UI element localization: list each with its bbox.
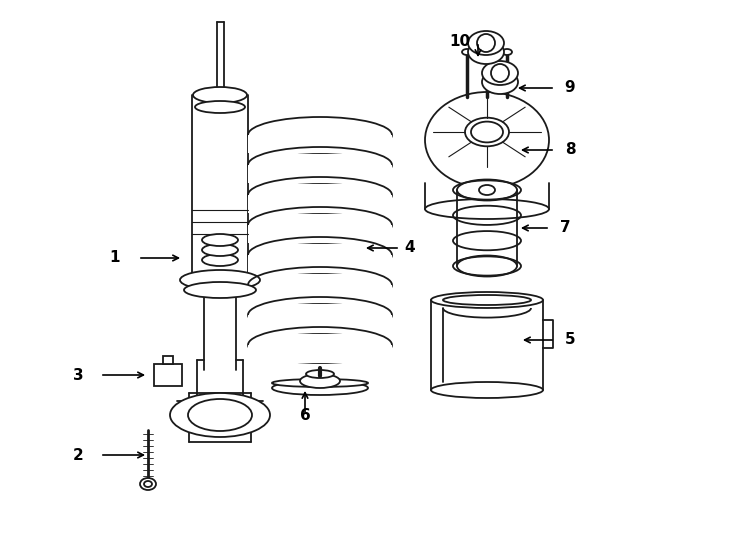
Ellipse shape	[443, 295, 531, 305]
Ellipse shape	[202, 234, 238, 246]
Ellipse shape	[482, 70, 518, 94]
Text: 1: 1	[110, 251, 120, 266]
Ellipse shape	[479, 185, 495, 195]
Ellipse shape	[140, 478, 156, 490]
Bar	[163, 356, 173, 364]
Ellipse shape	[431, 292, 543, 308]
Bar	[248, 195, 392, 213]
Text: 10: 10	[449, 35, 470, 50]
Ellipse shape	[180, 270, 260, 290]
Ellipse shape	[144, 481, 152, 487]
Bar	[248, 315, 392, 333]
Ellipse shape	[477, 34, 495, 52]
Ellipse shape	[457, 179, 517, 200]
Ellipse shape	[195, 101, 245, 113]
Ellipse shape	[431, 382, 543, 398]
Ellipse shape	[193, 87, 247, 103]
Ellipse shape	[300, 374, 340, 388]
Ellipse shape	[462, 49, 472, 55]
Ellipse shape	[425, 92, 549, 188]
Ellipse shape	[184, 282, 256, 298]
Ellipse shape	[170, 393, 270, 437]
Ellipse shape	[306, 370, 334, 378]
Ellipse shape	[491, 64, 509, 82]
Ellipse shape	[468, 40, 504, 64]
Text: 8: 8	[564, 143, 575, 158]
Ellipse shape	[502, 49, 512, 55]
Ellipse shape	[482, 49, 492, 55]
Bar	[248, 285, 392, 303]
Text: 7: 7	[560, 220, 570, 235]
Bar	[248, 255, 392, 273]
Text: 5: 5	[564, 333, 575, 348]
Bar	[248, 165, 392, 183]
Bar	[248, 345, 392, 363]
Text: 9: 9	[564, 80, 575, 96]
Ellipse shape	[202, 254, 238, 266]
Ellipse shape	[465, 118, 509, 146]
Ellipse shape	[425, 199, 549, 219]
Bar	[154, 364, 182, 386]
Text: 2: 2	[73, 448, 84, 462]
Ellipse shape	[482, 61, 518, 85]
Text: 4: 4	[404, 240, 415, 255]
Ellipse shape	[457, 255, 517, 276]
Ellipse shape	[471, 122, 503, 143]
Ellipse shape	[202, 244, 238, 256]
Ellipse shape	[272, 381, 368, 395]
Ellipse shape	[272, 379, 368, 387]
Bar	[248, 135, 392, 153]
Text: 3: 3	[73, 368, 84, 382]
Bar	[248, 225, 392, 243]
Ellipse shape	[188, 399, 252, 431]
Ellipse shape	[468, 31, 504, 55]
Text: 6: 6	[299, 408, 310, 422]
